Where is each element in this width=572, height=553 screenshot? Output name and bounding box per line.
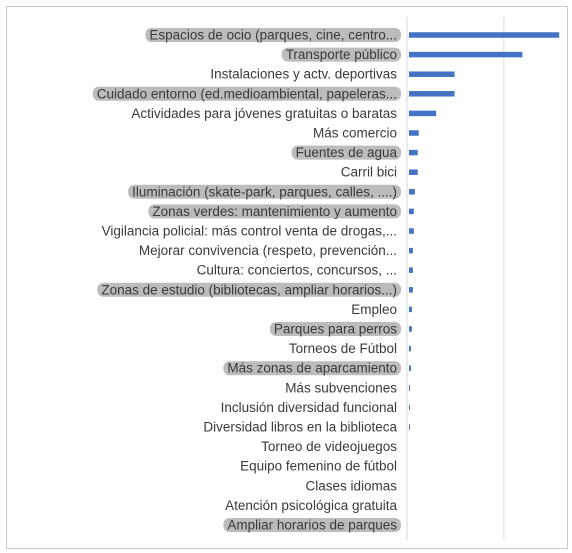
category-labels: Espacios de ocio (parques, cine, centro.… <box>97 28 398 533</box>
highlight-mark-8 <box>128 184 401 199</box>
highlight-mark-17 <box>223 361 401 376</box>
highlight-mark-3 <box>92 86 401 101</box>
bar-18 <box>409 385 410 391</box>
bar-0 <box>409 32 560 38</box>
highlight-mark-1 <box>281 47 401 62</box>
category-label-10: Vigilancia policial: más control venta d… <box>102 224 397 239</box>
bar-19 <box>409 404 410 411</box>
highlight-mark-15 <box>269 322 401 336</box>
category-label-23: Clases idiomas <box>305 478 397 493</box>
bar-20 <box>409 424 410 430</box>
category-label-25: Ampliar horarios de parques <box>227 518 397 533</box>
category-label-14: Empleo <box>351 302 397 317</box>
bar-16 <box>409 345 411 352</box>
bar-chart: Espacios de ocio (parques, cine, centro.… <box>92 17 560 540</box>
bar-13 <box>409 287 413 293</box>
category-label-6: Fuentes de agua <box>296 145 398 160</box>
highlight-mark-0 <box>145 28 401 42</box>
bar-15 <box>409 326 412 332</box>
bar-14 <box>409 306 412 313</box>
bar-11 <box>409 247 413 254</box>
category-label-13: Zonas de estudio (bibliotecas, ampliar h… <box>101 282 397 297</box>
bar-5 <box>409 130 419 136</box>
category-label-11: Mejorar convivencia (respeto, prevención… <box>139 243 397 258</box>
category-label-2: Instalaciones y actv. deportivas <box>210 67 397 82</box>
category-label-17: Más zonas de aparcamiento <box>227 361 397 376</box>
bars <box>409 32 560 430</box>
category-label-7: Carril bici <box>341 165 397 180</box>
bar-17 <box>409 365 411 371</box>
category-label-15: Parques para perros <box>274 322 397 337</box>
gridlines <box>406 17 505 540</box>
bar-3 <box>409 91 455 97</box>
chart-frame: Espacios de ocio (parques, cine, centro.… <box>6 6 568 549</box>
category-label-19: Inclusión diversidad funcional <box>221 400 397 415</box>
category-label-24: Atención psicológica gratuita <box>225 498 397 513</box>
bar-7 <box>409 169 418 175</box>
category-label-8: Iluminación (skate-park, parques, calles… <box>132 184 397 199</box>
bar-6 <box>409 149 418 156</box>
category-label-12: Cultura: conciertos, concursos, ... <box>197 263 397 278</box>
bar-12 <box>409 267 413 273</box>
bar-8 <box>409 189 415 195</box>
category-label-16: Torneos de Fútbol <box>289 341 397 356</box>
category-label-3: Cuidado entorno (ed.medioambiental, pape… <box>97 86 397 101</box>
category-label-5: Más comercio <box>313 126 397 141</box>
category-label-4: Actividades para jóvenes gratuitas o bar… <box>131 106 397 121</box>
category-label-18: Más subvenciones <box>285 380 397 395</box>
highlight-mark-6 <box>291 145 401 160</box>
highlight-mark-9 <box>148 204 401 219</box>
highlight-marks <box>92 28 401 532</box>
category-label-0: Espacios de ocio (parques, cine, centro.… <box>149 28 397 43</box>
bar-9 <box>409 208 414 215</box>
category-label-20: Diversidad libros en la biblioteca <box>203 420 397 435</box>
highlight-mark-13 <box>97 282 401 297</box>
highlight-mark-25 <box>223 518 401 532</box>
bar-4 <box>409 110 437 117</box>
bar-1 <box>409 51 523 58</box>
category-label-1: Transporte público <box>286 47 397 62</box>
bar-10 <box>409 228 414 234</box>
category-label-22: Equipo femenino de fútbol <box>240 459 397 474</box>
category-label-9: Zonas verdes: mantenimiento y aumento <box>152 204 397 219</box>
category-label-21: Torneo de videojuegos <box>261 439 397 454</box>
bar-2 <box>409 71 455 77</box>
